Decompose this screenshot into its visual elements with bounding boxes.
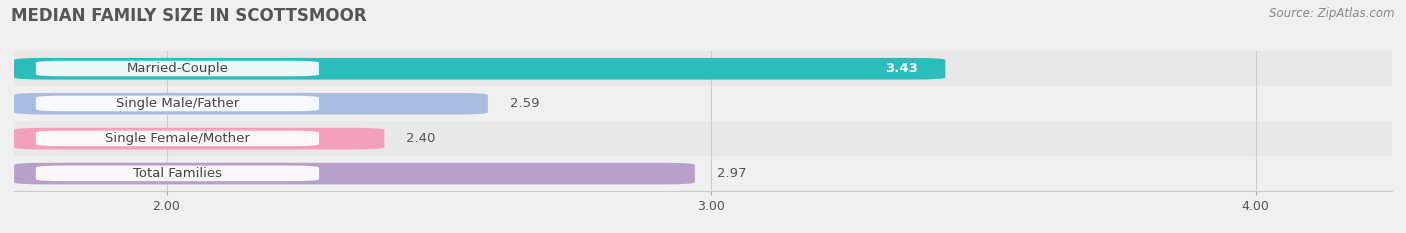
FancyBboxPatch shape xyxy=(35,166,319,181)
Text: Single Male/Father: Single Male/Father xyxy=(115,97,239,110)
Text: 2.97: 2.97 xyxy=(717,167,747,180)
FancyBboxPatch shape xyxy=(14,51,1392,86)
Text: Single Female/Mother: Single Female/Mother xyxy=(105,132,250,145)
FancyBboxPatch shape xyxy=(35,61,319,76)
Text: 2.40: 2.40 xyxy=(406,132,436,145)
FancyBboxPatch shape xyxy=(14,93,488,115)
FancyBboxPatch shape xyxy=(35,96,319,111)
FancyBboxPatch shape xyxy=(14,163,695,185)
FancyBboxPatch shape xyxy=(35,131,319,146)
FancyBboxPatch shape xyxy=(14,58,945,80)
FancyBboxPatch shape xyxy=(14,121,1392,156)
Text: 2.59: 2.59 xyxy=(509,97,538,110)
Text: Source: ZipAtlas.com: Source: ZipAtlas.com xyxy=(1270,7,1395,20)
Text: MEDIAN FAMILY SIZE IN SCOTTSMOOR: MEDIAN FAMILY SIZE IN SCOTTSMOOR xyxy=(11,7,367,25)
FancyBboxPatch shape xyxy=(14,86,1392,121)
Text: 3.43: 3.43 xyxy=(886,62,918,75)
Text: Married-Couple: Married-Couple xyxy=(127,62,228,75)
FancyBboxPatch shape xyxy=(14,156,1392,191)
FancyBboxPatch shape xyxy=(14,128,384,150)
Text: Total Families: Total Families xyxy=(134,167,222,180)
